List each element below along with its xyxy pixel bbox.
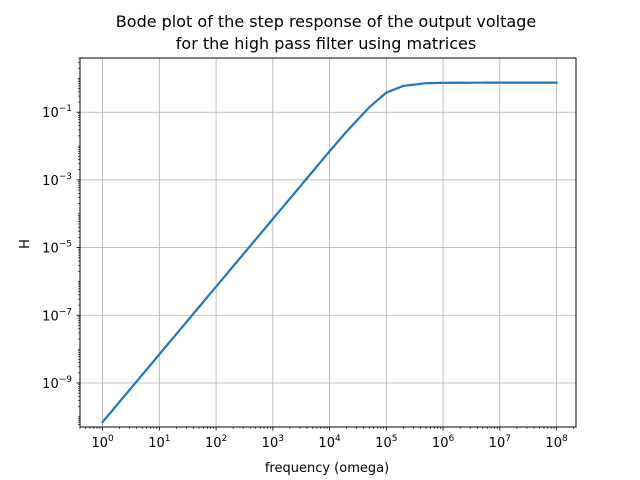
- series-line-0: [101, 81, 558, 424]
- x-tick-label: 108: [545, 434, 568, 451]
- y-axis-ticks: 10−9 10−7 10−5 10−3 10−1: [42, 57, 80, 425]
- x-tick-label: 100: [91, 434, 114, 451]
- x-tick-label: 102: [205, 434, 227, 451]
- x-axis-label: frequency (omega): [265, 461, 389, 476]
- x-tick-label: 106: [432, 434, 455, 451]
- y-tick-label: 10−9: [42, 375, 72, 392]
- y-tick-label: 10−3: [42, 172, 72, 189]
- grid-layer: [80, 58, 576, 427]
- y-tick-label: 10−1: [42, 104, 72, 121]
- x-tick-label: 107: [489, 434, 511, 451]
- y-tick-label: 10−5: [42, 240, 72, 257]
- x-axis-ticks: 100 101 102 103 104 105 106 107 108: [79, 427, 574, 451]
- x-tick-label: 101: [148, 434, 170, 451]
- chart-title-line-2: for the high pass filter using matrices: [176, 34, 476, 53]
- series-layer: [101, 81, 558, 424]
- chart-title-line-1: Bode plot of the step response of the ou…: [116, 12, 536, 31]
- y-tick-label: 10−7: [42, 307, 72, 324]
- x-tick-label: 105: [375, 434, 397, 451]
- x-tick-label: 104: [318, 434, 341, 451]
- y-axis-label: H: [18, 239, 33, 249]
- plot-frame: [79, 57, 577, 428]
- x-tick-label: 103: [262, 434, 284, 451]
